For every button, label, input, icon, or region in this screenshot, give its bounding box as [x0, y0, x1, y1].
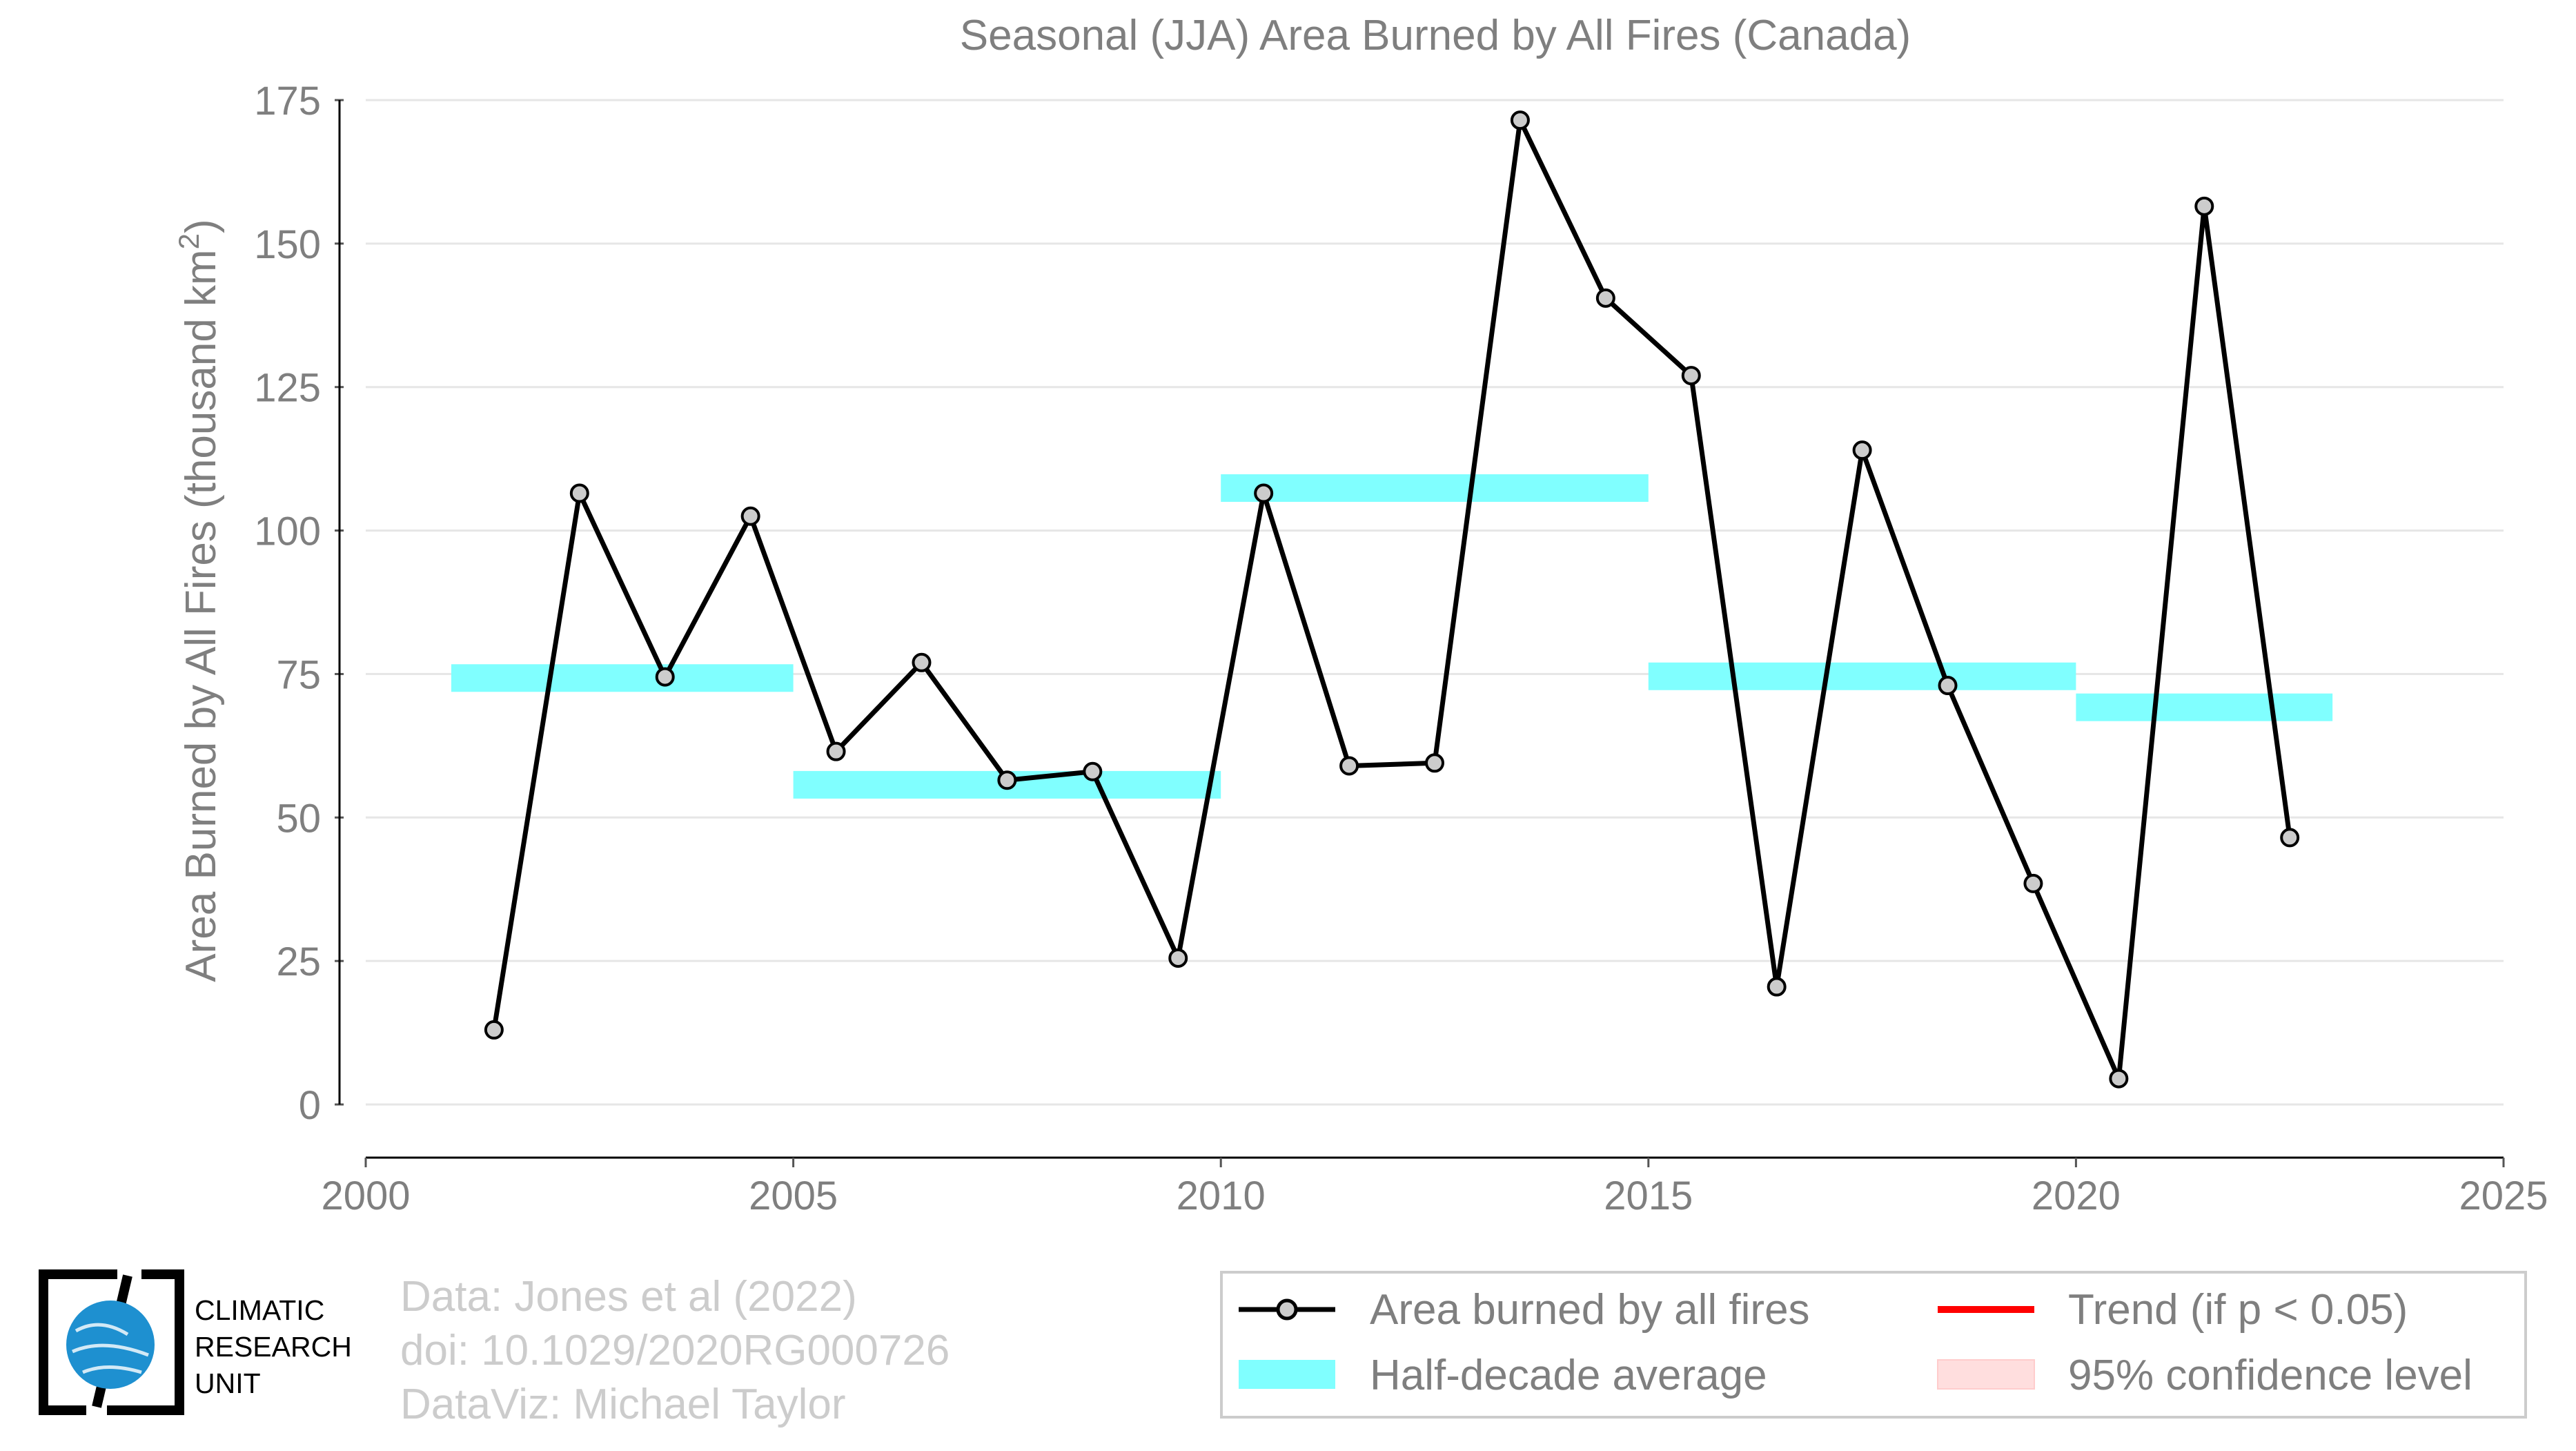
- data-point: [655, 667, 675, 687]
- footer-credits: Data: Jones et al (2022) doi: 10.1029/20…: [400, 1270, 950, 1432]
- x-axis: 2000 2005 2010 2015 2020 2025: [321, 1156, 2548, 1218]
- data-point: [1938, 676, 1958, 696]
- y-tick-label: 100: [254, 509, 321, 554]
- data-point: [484, 1020, 504, 1040]
- footer-data-source: Data: Jones et al (2022): [400, 1273, 857, 1321]
- footer-dataviz: DataViz: Michael Taylor: [400, 1381, 846, 1428]
- x-tick-label: 2025: [2459, 1174, 2548, 1218]
- chart-title: Seasonal (JJA) Area Burned by All Fires …: [960, 12, 1911, 59]
- data-point: [1339, 756, 1359, 776]
- data-point: [2109, 1069, 2129, 1089]
- y-tick-label: 75: [276, 652, 321, 697]
- half-decade-band: [1648, 662, 2076, 690]
- logo-bracket: [107, 1269, 184, 1415]
- data-point: [1595, 288, 1615, 308]
- legend-label-confidence: 95% confidence level: [2068, 1352, 2472, 1399]
- grid-lines: [366, 99, 2504, 1106]
- series-line-area-burned: [491, 117, 2292, 1082]
- data-point: [2023, 873, 2043, 893]
- x-tick-label: 2005: [749, 1174, 838, 1218]
- y-axis: 0 25 50 75 100 125 150 175: [254, 79, 344, 1128]
- data-point: [1254, 483, 1274, 503]
- data-point: [1852, 440, 1872, 460]
- half-decade-band: [1221, 474, 1649, 503]
- data-point: [1083, 761, 1103, 781]
- legend-marker-area-burned: [1276, 1298, 1298, 1321]
- y-axis-label: Area Burned by All Fires (thousand km2): [173, 219, 225, 982]
- data-point: [2194, 196, 2214, 216]
- globe-icon: [71, 1323, 149, 1374]
- legend-label-half-decade: Half-decade average: [1370, 1352, 1767, 1399]
- cru-logo-text: CLIMATIC RESEARCH UNIT: [195, 1292, 352, 1402]
- series-line: [491, 117, 2292, 1082]
- x-tick-label: 2000: [321, 1174, 410, 1218]
- y-tick-label: 25: [276, 939, 321, 984]
- y-tick-label: 125: [254, 366, 321, 411]
- half-decade-band: [451, 664, 794, 692]
- footer-doi: doi: 10.1029/2020RG000726: [400, 1327, 950, 1374]
- y-tick-label: 50: [276, 796, 321, 841]
- data-point: [1425, 753, 1444, 773]
- y-tick-label: 175: [254, 79, 321, 124]
- data-point: [2280, 828, 2300, 848]
- x-tick-label: 2020: [2032, 1174, 2121, 1218]
- half-decade-band: [2076, 693, 2333, 721]
- half-decade-bands: [451, 474, 2333, 799]
- y-tick-label: 150: [254, 222, 321, 267]
- series-markers: [484, 110, 2300, 1089]
- x-tick-label: 2010: [1177, 1174, 1266, 1218]
- legend-label-trend: Trend (if p < 0.05): [2068, 1286, 2408, 1334]
- logo-bracket: [39, 1269, 117, 1415]
- data-point: [912, 652, 932, 672]
- x-tick-label: 2015: [1604, 1174, 1693, 1218]
- data-point: [569, 483, 589, 503]
- y-tick-label: 0: [299, 1083, 321, 1128]
- data-point: [826, 741, 846, 761]
- legend-label-area-burned: Area burned by all fires: [1370, 1286, 1810, 1334]
- cru-logo: [39, 1269, 184, 1415]
- data-point: [1510, 110, 1530, 130]
- data-point: [997, 770, 1017, 790]
- legend: Area burned by all fires Trend (if p < 0…: [1220, 1271, 2527, 1419]
- logo-text-line: CLIMATIC: [195, 1294, 325, 1326]
- data-point: [1168, 948, 1188, 968]
- legend-band-half-decade: [1239, 1360, 1335, 1389]
- logo-text-line: RESEARCH: [195, 1331, 352, 1363]
- data-point: [1767, 977, 1787, 997]
- logo-text-line: UNIT: [195, 1367, 261, 1399]
- legend-band-confidence: [1937, 1359, 2035, 1390]
- data-point: [1681, 366, 1701, 386]
- legend-box: [1220, 1271, 2527, 1419]
- data-point: [740, 506, 760, 526]
